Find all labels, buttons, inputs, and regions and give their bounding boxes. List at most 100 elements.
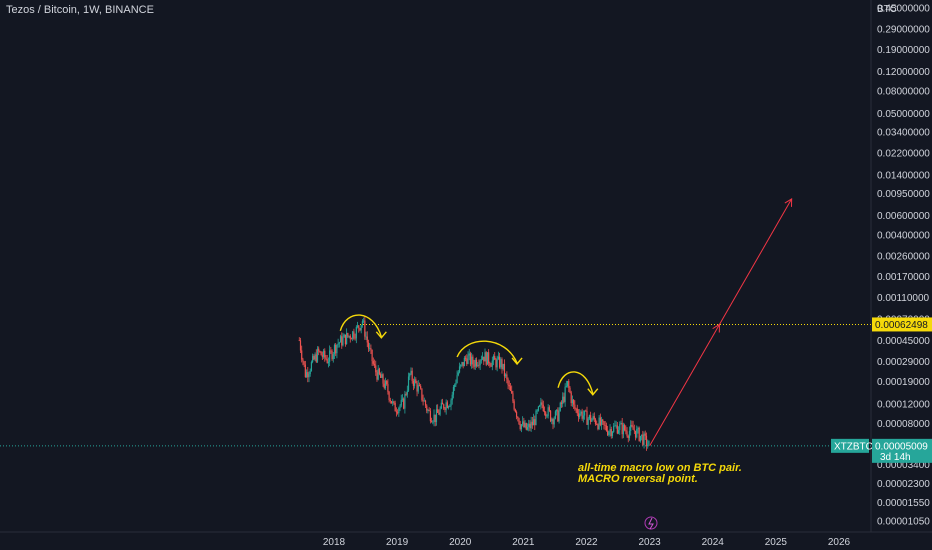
candle-body <box>497 356 499 359</box>
candle-body <box>495 359 497 368</box>
candle-body <box>526 426 529 430</box>
candle-body <box>387 384 389 392</box>
candle-body <box>523 421 525 428</box>
x-tick-label: 2021 <box>512 537 535 548</box>
candle-body <box>626 431 628 437</box>
candle-body <box>330 350 332 352</box>
candle-body <box>307 372 309 378</box>
candle-body <box>410 370 412 374</box>
candle-body <box>558 410 560 422</box>
x-tick-label: 2022 <box>575 537 598 548</box>
y-tick-label: 0.03400000 <box>877 128 930 139</box>
candle-body <box>505 374 507 377</box>
candle-body <box>478 364 480 366</box>
x-tick-label: 2025 <box>765 537 788 548</box>
candle-body <box>565 385 567 387</box>
candle-body <box>319 351 321 353</box>
candle-body <box>560 402 563 404</box>
candle-body <box>403 398 405 409</box>
candle-body <box>508 385 510 387</box>
candle-body <box>506 374 508 380</box>
candle-body <box>451 394 453 401</box>
candle-body <box>394 402 396 412</box>
candle-body <box>342 337 344 346</box>
lightning-icon-ring <box>644 516 658 530</box>
candle-body <box>608 431 610 435</box>
candle-body <box>634 430 637 438</box>
candle-body <box>333 345 336 355</box>
candle-body <box>439 408 441 415</box>
candle-body <box>433 414 435 422</box>
candle-body <box>444 408 446 410</box>
candle-body <box>483 356 485 362</box>
x-tick-label: 2023 <box>639 537 662 548</box>
candle-body <box>376 372 378 380</box>
candle-body <box>443 404 445 409</box>
candle-body <box>586 411 588 425</box>
candle-body <box>415 379 417 384</box>
candle-body <box>625 430 627 432</box>
candle-body <box>313 356 315 360</box>
candle-body <box>631 424 633 427</box>
candle-body <box>316 348 319 362</box>
projection-arrowhead <box>784 198 793 207</box>
candle-body <box>372 361 374 364</box>
candle-body <box>329 350 331 362</box>
candle-body <box>532 419 535 426</box>
candle-body <box>324 350 326 358</box>
candle-body <box>398 407 400 414</box>
y-tick-label: 0.29000000 <box>877 25 930 36</box>
y-tick-label: 0.01400000 <box>877 170 930 181</box>
candle-body <box>471 356 473 365</box>
candle-body <box>406 390 408 395</box>
y-tick-label: 0.00045000 <box>877 336 930 347</box>
lightning-icon-bolt <box>648 517 654 530</box>
candle-body <box>407 376 410 391</box>
candle-body <box>462 362 464 367</box>
candle-body <box>315 354 317 362</box>
candle-body <box>534 419 536 426</box>
candle-body <box>359 328 361 331</box>
candle-body <box>557 409 559 422</box>
candle-body <box>423 400 425 402</box>
curved-arrowhead <box>511 357 523 366</box>
candle-body <box>417 385 419 392</box>
y-tick-label: 0.00110000 <box>877 293 930 304</box>
candle-body <box>607 430 609 435</box>
candle-body <box>537 406 540 411</box>
resistance-badge <box>872 317 932 332</box>
candle-body <box>574 404 576 409</box>
candle-body <box>367 342 370 349</box>
candle-body <box>494 355 496 360</box>
candle-body <box>350 338 353 340</box>
candle-body <box>460 364 462 367</box>
candle-body <box>622 424 625 435</box>
candle-body <box>571 399 574 404</box>
candle-body <box>370 348 372 350</box>
candle-body <box>564 386 566 402</box>
candle-body <box>302 359 304 362</box>
candle-body <box>363 320 365 322</box>
candle-body <box>429 410 431 422</box>
candle-body <box>445 402 447 410</box>
candle-body <box>524 423 526 428</box>
candle-body <box>522 421 524 425</box>
candle-body <box>591 419 593 422</box>
chart-title: Tezos / Bitcoin, 1W, BINANCE <box>6 4 154 16</box>
candle-body <box>488 352 490 364</box>
candle-body <box>461 362 463 365</box>
candle-body <box>517 416 519 419</box>
candle-body <box>326 359 328 364</box>
current-price-badge <box>872 438 932 463</box>
curved-arrowhead <box>375 331 387 339</box>
candle-body <box>616 425 618 434</box>
candle-body <box>593 416 595 420</box>
y-tick-label: 0.00600000 <box>877 211 930 222</box>
candle-body <box>305 372 308 378</box>
candle-body <box>337 343 339 345</box>
candle-body <box>583 410 586 416</box>
candle-body <box>514 409 516 412</box>
candle-body <box>312 356 314 363</box>
